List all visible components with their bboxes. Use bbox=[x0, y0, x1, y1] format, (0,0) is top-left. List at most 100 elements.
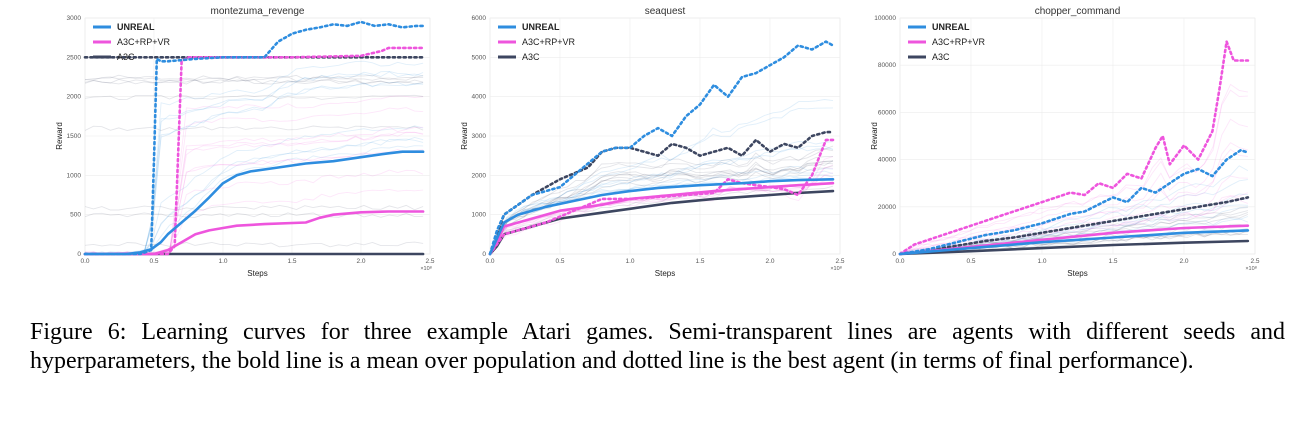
agent-curve bbox=[85, 125, 424, 132]
y-tick-label: 5000 bbox=[472, 54, 487, 61]
chart-panel-seaquest: 0 1000 2000 3000 4000 5000 6000 0.0 0.5 1.0 1.5 2.0… bbox=[455, 4, 850, 284]
x-tick-label: 2.5 bbox=[835, 258, 844, 265]
y-tick-label: 100000 bbox=[874, 15, 896, 22]
legend-label: A3C bbox=[932, 52, 950, 62]
agent-curve bbox=[490, 185, 834, 254]
y-tick-label: 0 bbox=[482, 251, 486, 258]
agent-curve bbox=[490, 165, 834, 254]
agent-curve bbox=[490, 164, 834, 253]
x-scale-note: ×10⁸ bbox=[1245, 265, 1257, 272]
x-tick-label: 0.0 bbox=[485, 258, 494, 265]
y-tick-label: 6000 bbox=[472, 15, 487, 22]
x-tick-label: 0.0 bbox=[80, 258, 89, 265]
chart-title: montezuma_revenge bbox=[211, 6, 305, 17]
agent-curve bbox=[900, 89, 1248, 253]
x-tick-label: 0.5 bbox=[966, 258, 975, 265]
y-tick-label: 0 bbox=[77, 251, 81, 258]
agent-curve bbox=[85, 79, 424, 85]
y-tick-label: 3000 bbox=[67, 15, 82, 22]
legend: UNREAL A3C+RP+VR A3C bbox=[93, 22, 171, 62]
series-a3c-best bbox=[898, 196, 1250, 256]
legend-label: UNREAL bbox=[117, 22, 155, 32]
agent-curve bbox=[490, 161, 833, 254]
y-tick-label: 500 bbox=[70, 212, 81, 219]
y-tick-label: 60000 bbox=[878, 109, 896, 116]
agent-curve bbox=[490, 162, 834, 254]
x-tick-label: 1.0 bbox=[625, 258, 634, 265]
chart-title: seaquest bbox=[645, 6, 686, 17]
legend-label: A3C+RP+VR bbox=[522, 37, 576, 47]
agent-curve bbox=[85, 212, 424, 218]
agent-curve bbox=[85, 74, 424, 81]
agent-curve bbox=[900, 148, 1248, 253]
legend-label: UNREAL bbox=[932, 22, 970, 32]
x-tick-label: 0.0 bbox=[895, 258, 904, 265]
series-a3c-rp-vr-mean bbox=[83, 210, 425, 256]
series-unreal-best bbox=[488, 40, 835, 256]
x-tick-label: 1.5 bbox=[1108, 258, 1117, 265]
x-tick-label: 1.5 bbox=[287, 258, 296, 265]
x-tick-label: 0.5 bbox=[149, 258, 158, 265]
series-a3c-rp-vr-best bbox=[488, 138, 835, 256]
x-scale-note: ×10⁸ bbox=[420, 265, 432, 272]
agent-curve bbox=[85, 107, 424, 254]
chart-svg: 0 500 1000 1500 2000 2500 3000 0.0 0.5 1.0 1.5 2.0 2… bbox=[55, 6, 435, 278]
agent-curve bbox=[490, 165, 834, 254]
x-tick-label: 0.5 bbox=[555, 258, 564, 265]
y-axis-label: Reward bbox=[460, 122, 469, 150]
x-axis-label: Steps bbox=[1067, 269, 1087, 278]
chart-svg: 0 1000 2000 3000 4000 5000 6000 0.0 0.5 1.0 1.5 2.0… bbox=[460, 6, 845, 278]
legend: UNREAL A3C+RP+VR A3C bbox=[498, 22, 576, 62]
series-unreal-mean bbox=[488, 178, 835, 256]
y-axis-label: Reward bbox=[55, 122, 64, 150]
y-tick-label: 2000 bbox=[67, 94, 82, 101]
figure-caption: Figure 6: Learning curves for three exam… bbox=[30, 319, 1285, 374]
agent-curve bbox=[85, 145, 424, 254]
x-tick-label: 2.0 bbox=[765, 258, 774, 265]
legend-label: UNREAL bbox=[522, 22, 560, 32]
agent-curve bbox=[490, 147, 834, 254]
x-tick-label: 1.0 bbox=[1037, 258, 1046, 265]
series-unreal-mean bbox=[898, 229, 1250, 256]
legend-label: A3C bbox=[117, 52, 135, 62]
agent-curve bbox=[85, 126, 424, 254]
series-unreal-best bbox=[898, 148, 1250, 256]
x-tick-label: 2.5 bbox=[425, 258, 434, 265]
legend: UNREAL A3C+RP+VR A3C bbox=[908, 22, 986, 62]
chart-svg: 0 20000 40000 60000 80000 100000 0.0 0.5 1.0 1.5 2… bbox=[870, 6, 1260, 278]
agent-curve bbox=[900, 142, 1249, 254]
agent-curve bbox=[490, 148, 834, 254]
x-axis-label: Steps bbox=[655, 269, 675, 278]
agent-curve bbox=[900, 83, 1248, 254]
y-tick-label: 1500 bbox=[67, 133, 82, 140]
agent-curve bbox=[85, 204, 424, 211]
agent-curve bbox=[490, 145, 834, 252]
legend-label: A3C+RP+VR bbox=[117, 37, 171, 47]
legend-label: A3C bbox=[522, 52, 540, 62]
chart-title: chopper_command bbox=[1035, 6, 1121, 17]
legend-label: A3C+RP+VR bbox=[932, 37, 986, 47]
y-tick-label: 1000 bbox=[67, 172, 82, 179]
agent-curve bbox=[490, 107, 834, 254]
y-tick-label: 20000 bbox=[878, 204, 896, 211]
y-tick-label: 2000 bbox=[472, 172, 487, 179]
y-tick-label: 3000 bbox=[472, 133, 487, 140]
agent-curve bbox=[85, 241, 424, 248]
figure-row: 0 500 1000 1500 2000 2500 3000 0.0 0.5 1.0 1.5 2.0 2… bbox=[50, 4, 1260, 284]
x-axis-label: Steps bbox=[247, 269, 267, 278]
chart-panel-montezuma: 0 500 1000 1500 2000 2500 3000 0.0 0.5 1.0 1.5 2.0 2… bbox=[50, 4, 440, 284]
y-tick-label: 2500 bbox=[67, 54, 82, 61]
series-a3c-mean bbox=[898, 239, 1250, 256]
x-tick-label: 2.0 bbox=[1179, 258, 1188, 265]
agent-curve bbox=[85, 76, 424, 82]
y-tick-label: 40000 bbox=[878, 157, 896, 164]
x-tick-label: 2.0 bbox=[356, 258, 365, 265]
agent-curve bbox=[900, 118, 1249, 254]
x-tick-label: 2.5 bbox=[1250, 258, 1259, 265]
agent-curve bbox=[490, 156, 834, 253]
series-unreal-best bbox=[83, 20, 425, 256]
x-tick-label: 1.5 bbox=[695, 258, 704, 265]
series-a3c-rp-vr-best bbox=[898, 40, 1250, 256]
agent-curve bbox=[490, 99, 834, 254]
x-tick-label: 1.0 bbox=[218, 258, 227, 265]
